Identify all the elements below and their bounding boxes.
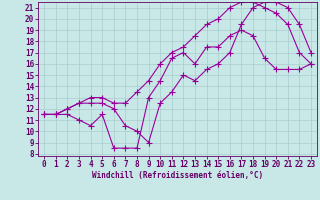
- X-axis label: Windchill (Refroidissement éolien,°C): Windchill (Refroidissement éolien,°C): [92, 171, 263, 180]
